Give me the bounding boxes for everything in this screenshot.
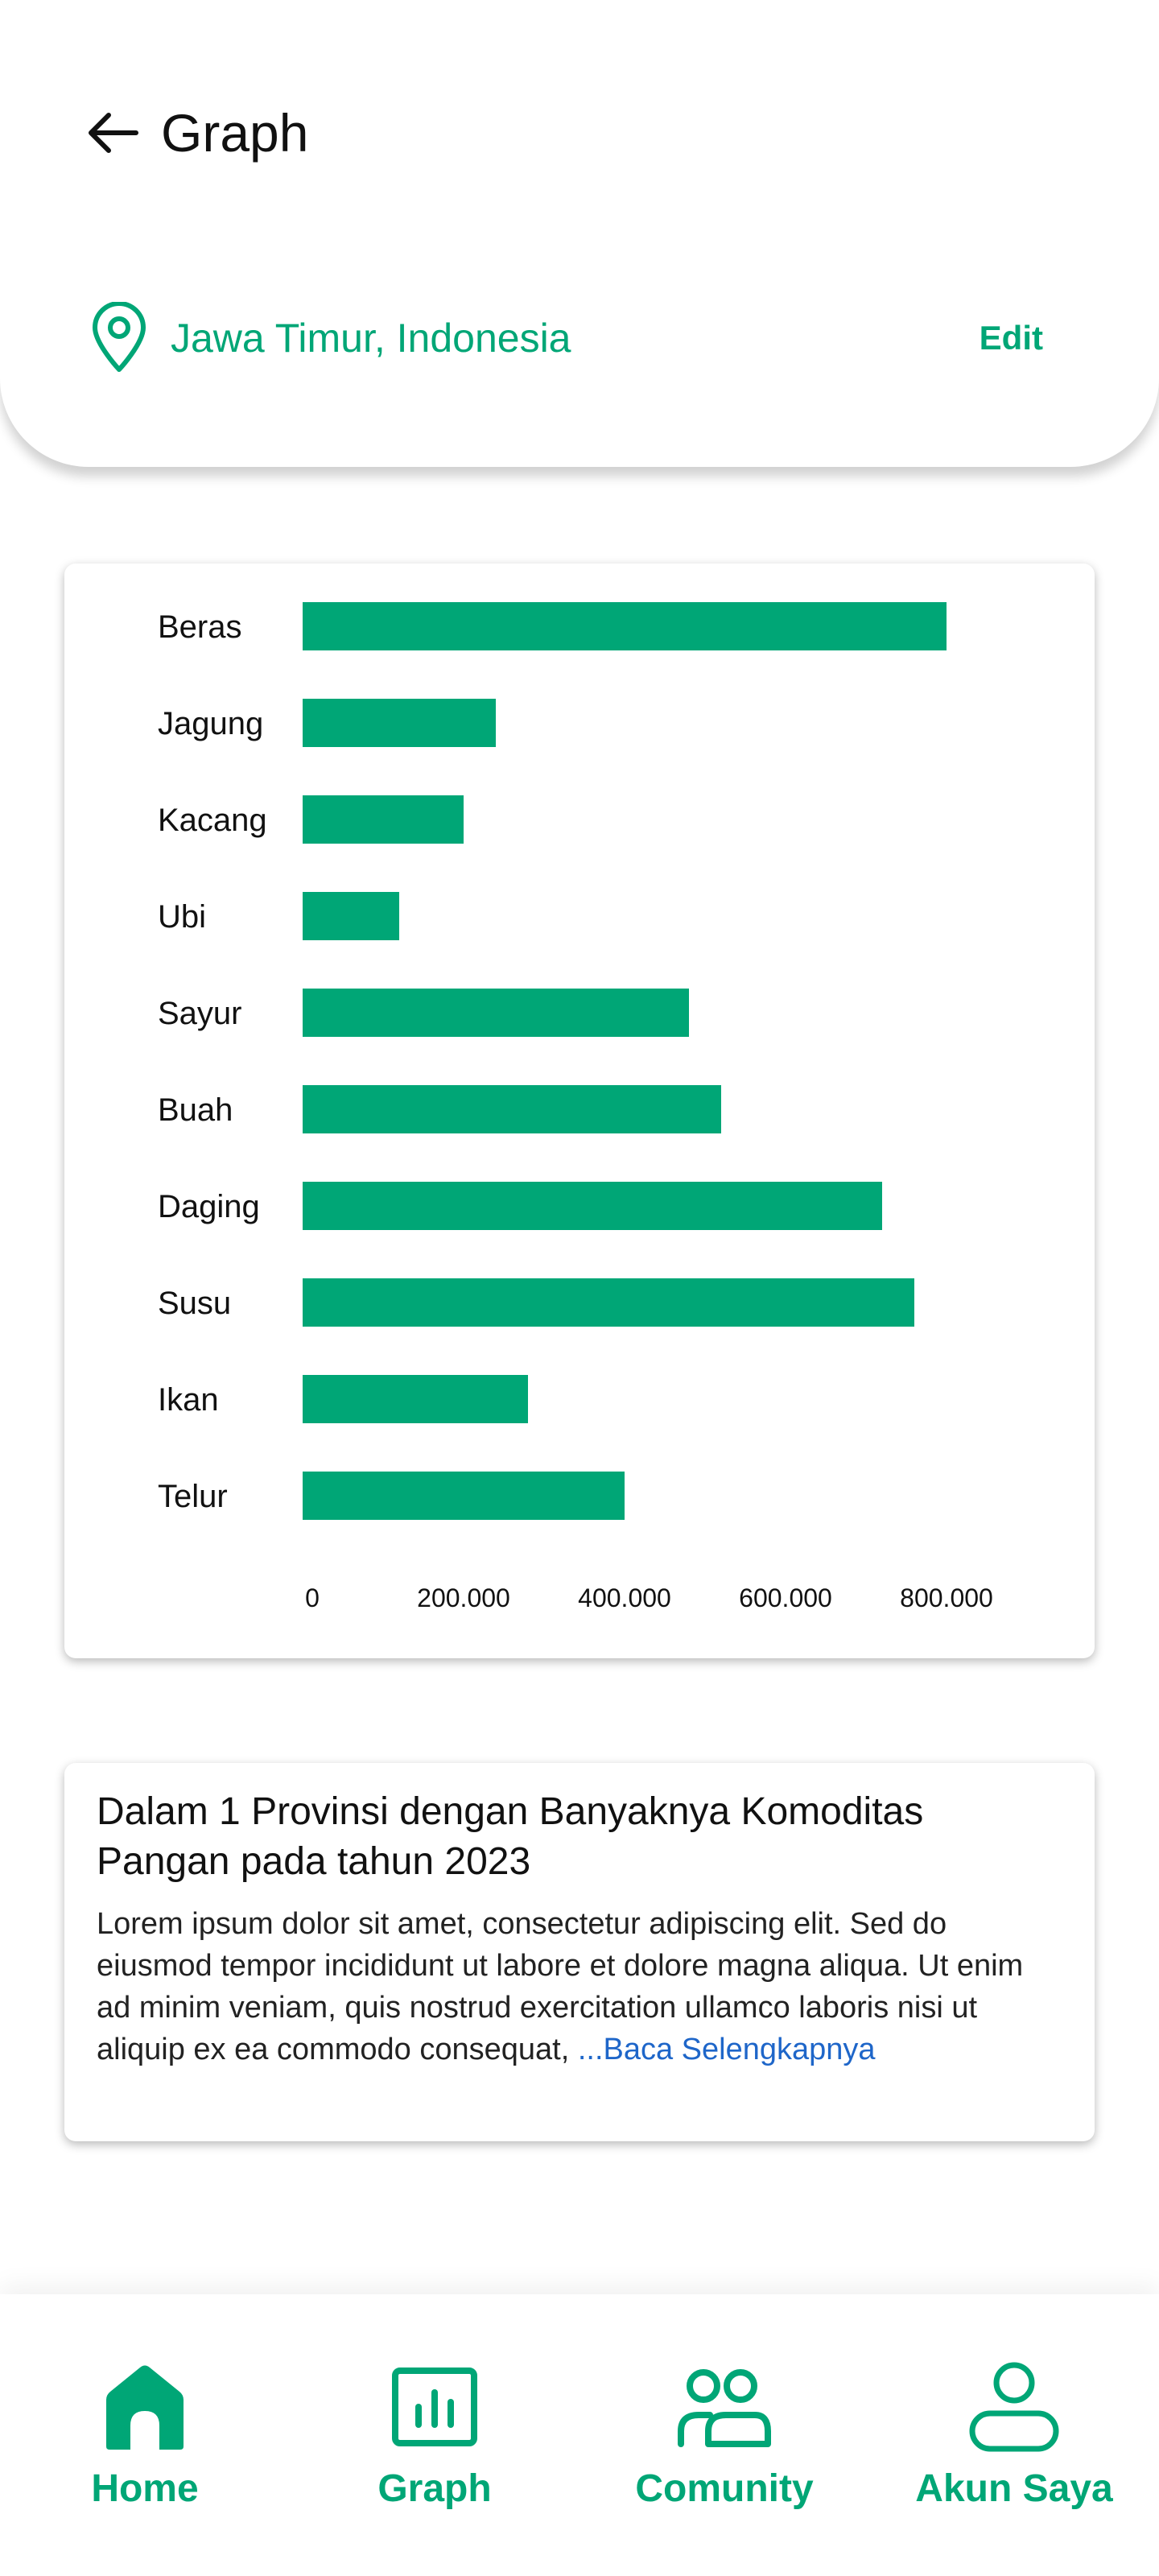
bar-susu[interactable] [303, 1278, 914, 1327]
x-tick-label: 600.000 [739, 1583, 832, 1612]
community-icon [678, 2369, 771, 2447]
arrow-left-icon [89, 113, 138, 153]
nav-item-account[interactable]: Akun Saya [881, 2294, 1147, 2513]
category-label-sayur: Sayur [158, 996, 242, 1031]
category-label-daging: Daging [158, 1189, 260, 1224]
nav-label-account: Akun Saya [915, 2467, 1113, 2510]
bar-buah[interactable] [303, 1085, 721, 1133]
category-label-jagung: Jagung [158, 706, 263, 741]
x-tick-label: 200.000 [417, 1583, 510, 1612]
nav-label-home: Home [91, 2467, 199, 2510]
bar-ikan[interactable] [303, 1375, 528, 1423]
bar-sayur[interactable] [303, 989, 689, 1037]
category-label-beras: Beras [158, 609, 242, 645]
nav-item-graph[interactable]: Graph [302, 2294, 567, 2513]
edit-location-button[interactable]: Edit [979, 319, 1043, 357]
bar-beras[interactable] [303, 602, 947, 650]
bar-chart: Beras Jagung Kacang Ubi Sayur Buah Daging Susu I… [158, 602, 993, 1612]
bar-telur[interactable] [303, 1472, 625, 1520]
graph-icon [392, 2368, 477, 2446]
bar-kacang[interactable] [303, 795, 464, 844]
nav-item-home[interactable]: Home [12, 2294, 278, 2513]
page-title: Graph [161, 103, 309, 163]
map-pin-icon [93, 302, 146, 372]
nav-label-graph: Graph [377, 2467, 492, 2510]
x-tick-label: 0 [305, 1583, 320, 1612]
nav-label-community: Comunity [635, 2467, 814, 2510]
back-button[interactable] [80, 101, 145, 165]
category-label-ikan: Ikan [158, 1382, 219, 1418]
category-label-susu: Susu [158, 1286, 231, 1321]
category-label-telur: Telur [158, 1479, 228, 1514]
description-body: Lorem ipsum dolor sit amet, consectetur … [97, 1903, 1062, 2070]
description-text: Lorem ipsum dolor sit amet, consectetur … [97, 1907, 1024, 2066]
chart-card: Beras Jagung Kacang Ubi Sayur Buah Daging Susu I… [64, 564, 1095, 1658]
location-text: Jawa Timur, Indonesia [171, 316, 571, 361]
bar-ubi[interactable] [303, 892, 399, 940]
category-label-ubi: Ubi [158, 899, 206, 935]
bottom-navigation: Home Graph Comunity [0, 2294, 1159, 2576]
user-icon [969, 2362, 1059, 2452]
header-card: Graph Jawa Timur, Indonesia Edit [0, 0, 1159, 467]
x-tick-label: 800.000 [900, 1583, 993, 1612]
read-more-link[interactable]: ...Baca Selengkapnya [569, 2033, 876, 2066]
home-icon [106, 2365, 184, 2450]
category-label-buah: Buah [158, 1092, 233, 1128]
bar-jagung[interactable] [303, 699, 496, 747]
category-label-kacang: Kacang [158, 803, 267, 838]
description-card: Dalam 1 Provinsi dengan Banyaknya Komodi… [64, 1763, 1095, 2141]
x-tick-label: 400.000 [578, 1583, 671, 1612]
bar-daging[interactable] [303, 1182, 882, 1230]
location-row: Jawa Timur, Indonesia [89, 298, 571, 378]
description-title: Dalam 1 Provinsi dengan Banyaknya Komodi… [97, 1790, 924, 1883]
nav-item-community[interactable]: Comunity [592, 2294, 857, 2513]
